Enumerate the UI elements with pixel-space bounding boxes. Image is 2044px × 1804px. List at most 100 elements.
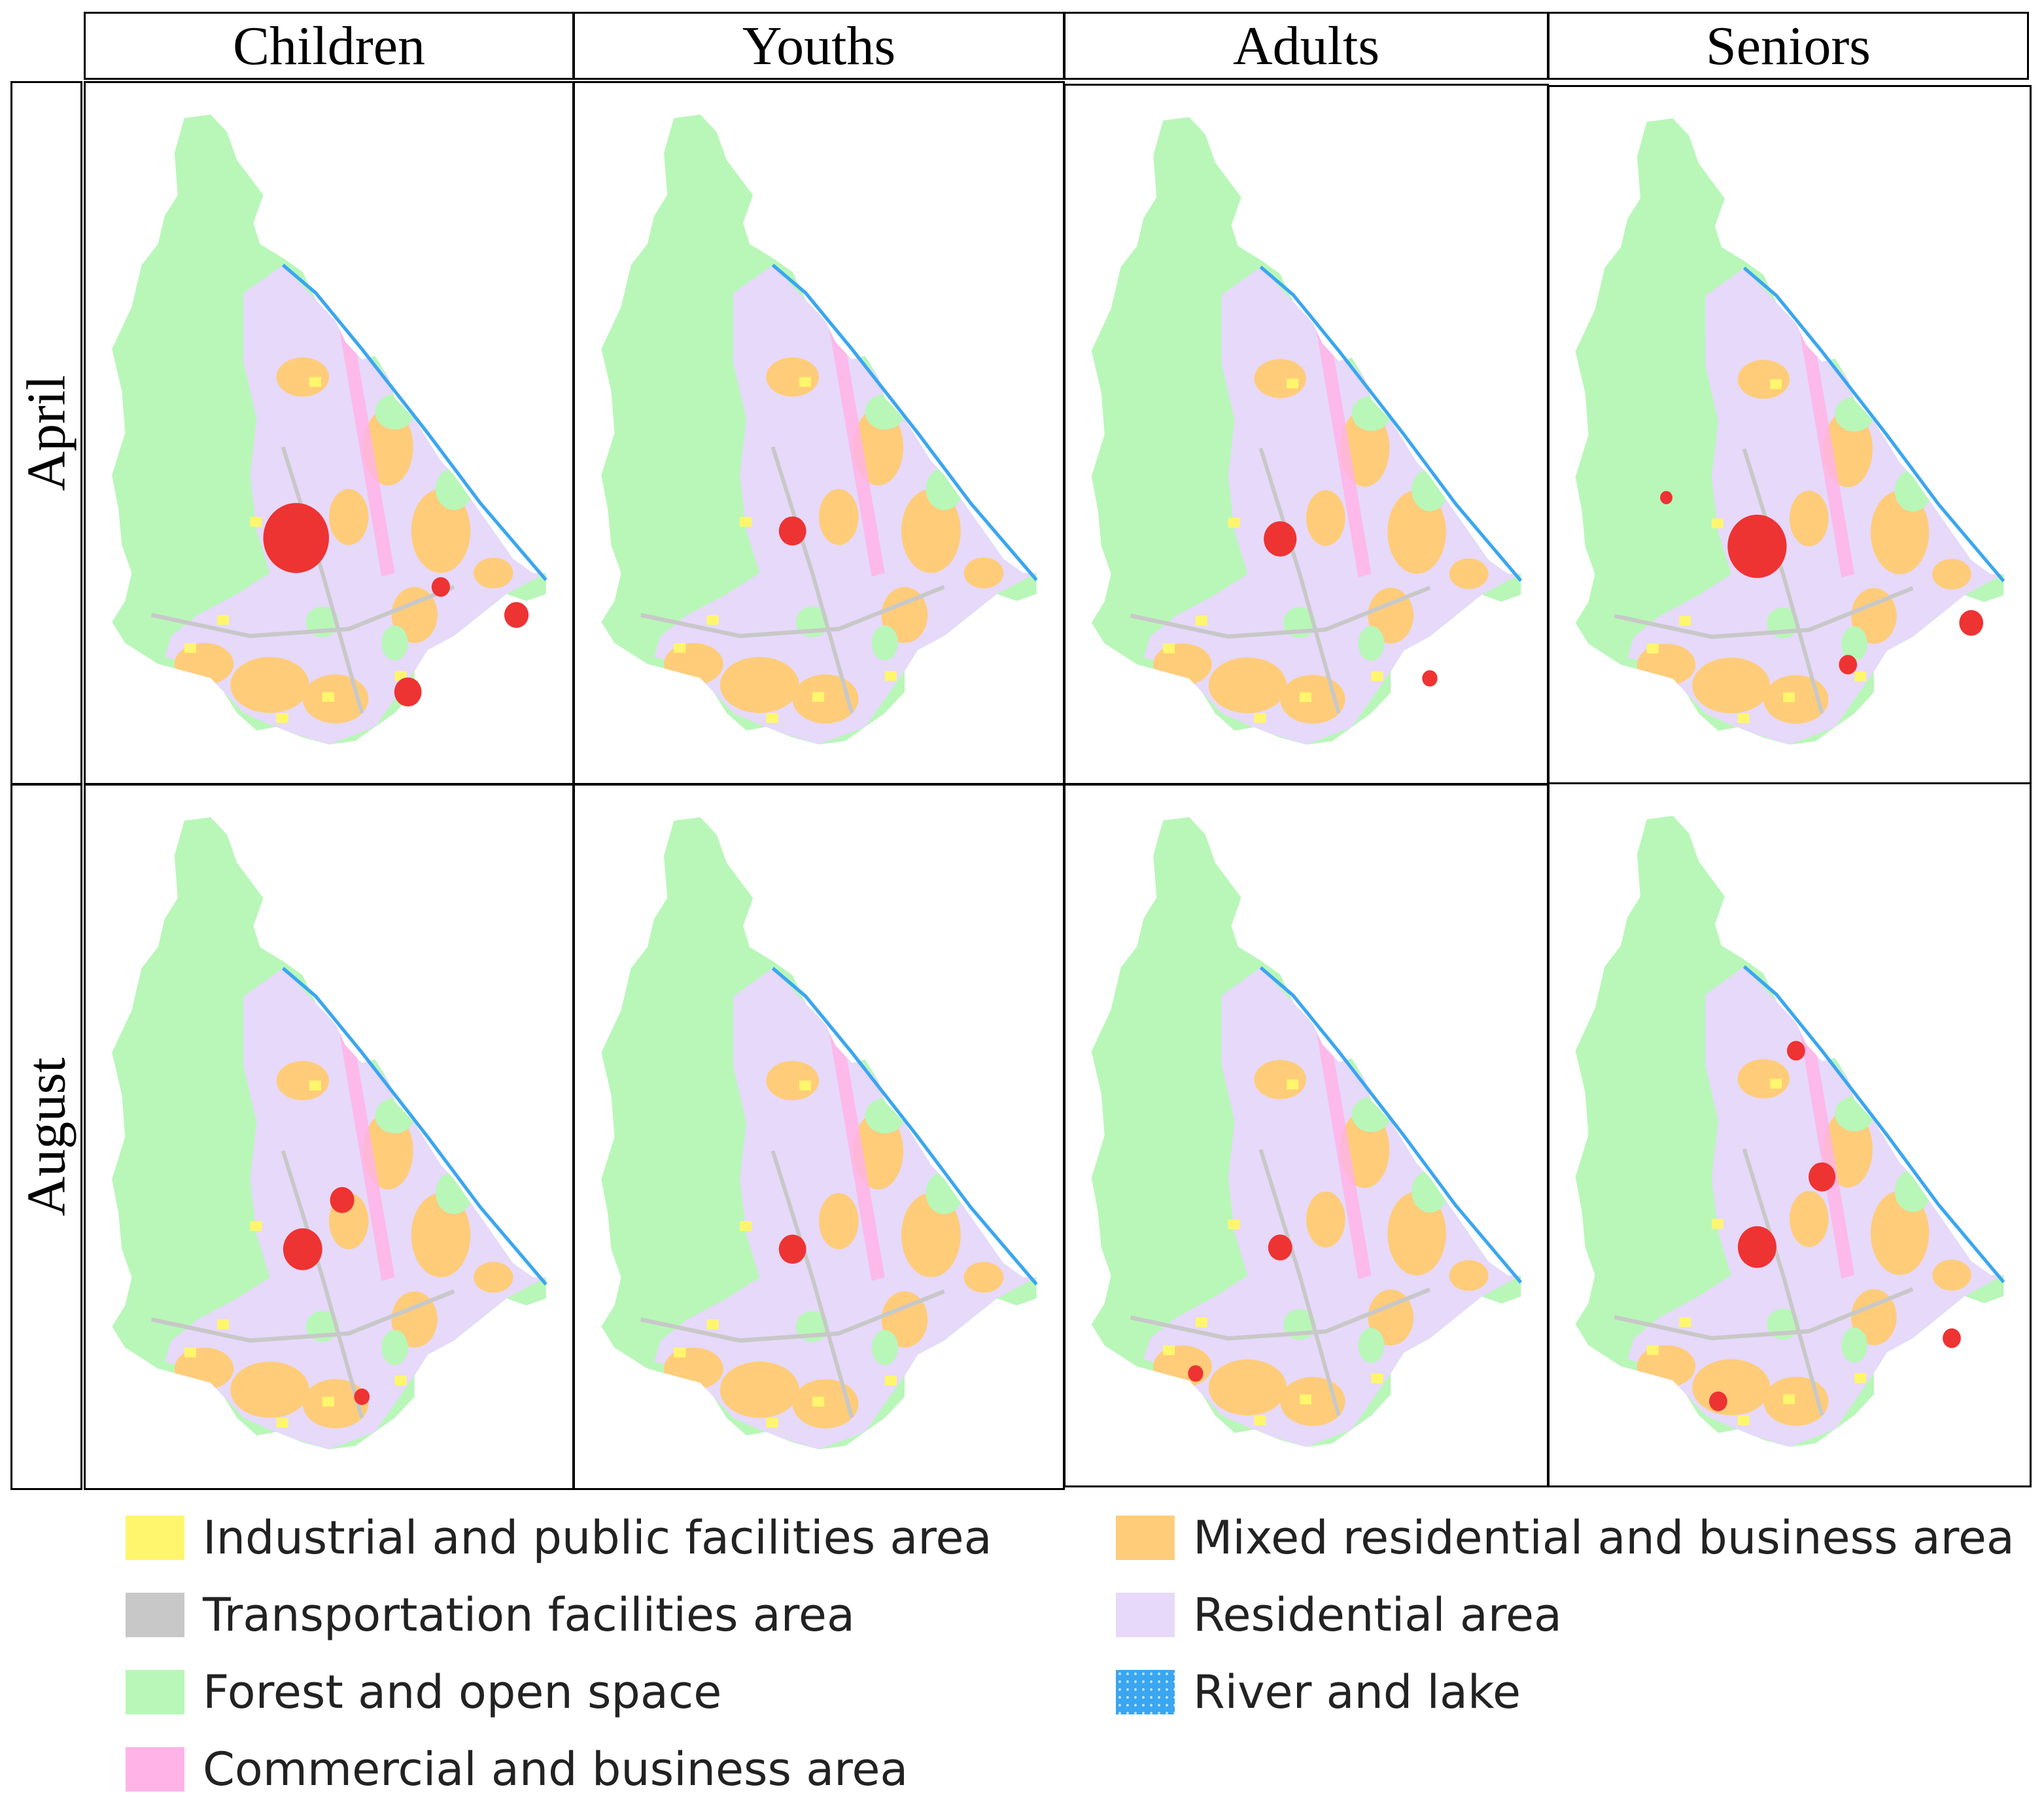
land-use-map <box>1091 817 1523 1448</box>
forest-island <box>381 625 408 661</box>
legend: Industrial and public facilities area Tr… <box>0 1491 2044 1796</box>
mixed-patch <box>1851 588 1897 644</box>
industrial-patch <box>1783 1394 1795 1404</box>
industrial-patch <box>1195 1317 1207 1328</box>
forest-island <box>1841 626 1868 661</box>
mixed-patch <box>1932 1259 1971 1291</box>
row-label-august: August <box>16 1057 77 1217</box>
mixed-patch <box>1387 490 1446 574</box>
commercial-strip <box>1312 309 1372 578</box>
commercial-strip <box>825 307 885 577</box>
forest-island <box>1412 1170 1448 1213</box>
column-header-children: Children <box>84 12 574 80</box>
mixed-patch <box>1368 1289 1414 1345</box>
river-line <box>1743 266 2005 583</box>
industrial-patch <box>322 1396 335 1407</box>
industrial-patch <box>1254 1415 1266 1425</box>
row-label-april: April <box>16 375 77 491</box>
river-line <box>771 264 1038 581</box>
forest-island <box>926 1171 963 1215</box>
industrial-patch <box>766 1417 778 1428</box>
mixed-patch <box>230 1361 309 1418</box>
hotspot-cluster <box>431 577 450 597</box>
hotspot-cluster <box>1422 670 1438 687</box>
road-network <box>150 1150 455 1419</box>
map-cell-april-youths <box>573 81 1065 785</box>
legend-swatch-industrial <box>126 1516 184 1560</box>
map-cell-august-adults <box>1064 784 1549 1487</box>
column-header-youths: Youths <box>573 12 1065 80</box>
road-network <box>640 446 945 714</box>
mixed-patch <box>664 1347 723 1390</box>
industrial-patch <box>1371 671 1383 682</box>
mixed-patch <box>963 557 1004 589</box>
legend-label-residential: Residential area <box>1193 1588 1562 1642</box>
forest-island <box>1835 1096 1874 1132</box>
industrial-patch <box>918 1410 930 1421</box>
mixed-patch <box>1387 1191 1446 1275</box>
legend-item-industrial: Industrial and public facilities area <box>126 1511 992 1565</box>
map-cell-april-children <box>84 81 574 785</box>
river-line <box>282 264 547 581</box>
road-network <box>1614 448 1914 714</box>
map-cell-august-youths <box>573 784 1065 1490</box>
industrial-patch <box>1371 1373 1383 1383</box>
mixed-patch <box>411 489 471 573</box>
industrial-patch <box>184 1347 196 1358</box>
industrial-patch <box>1228 1219 1240 1230</box>
hotspot-cluster <box>1188 1365 1204 1382</box>
mixed-patch <box>819 1192 859 1249</box>
map-cell-april-seniors <box>1548 85 2032 785</box>
industrial-patch <box>1828 1036 1841 1047</box>
commercial-strip <box>825 1010 885 1281</box>
land-use-map <box>1575 816 2005 1448</box>
mixed-patch <box>719 657 799 713</box>
hotspot-cluster <box>1787 1041 1805 1061</box>
map-cell-august-seniors <box>1548 782 2032 1487</box>
mixed-patch <box>302 1379 369 1429</box>
legend-swatch-river <box>1116 1670 1175 1714</box>
industrial-patch <box>276 1417 288 1428</box>
column-header-seniors: Seniors <box>1548 12 2029 80</box>
commercial-strip <box>1795 309 1855 578</box>
mixed-patch <box>1449 558 1489 589</box>
mixed-patch <box>1870 491 1930 574</box>
commercial-strip <box>1795 1009 1855 1279</box>
mixed-patch <box>1368 587 1414 644</box>
mixed-patch <box>1306 490 1345 546</box>
industrial-patch <box>1679 1317 1691 1327</box>
industrial-patch <box>1854 1373 1867 1383</box>
hotspot-cluster <box>778 516 806 546</box>
forest-island <box>865 1098 905 1134</box>
industrial-patch <box>1711 1219 1724 1229</box>
mixed-patch <box>1637 644 1696 686</box>
mixed-patch <box>1280 1377 1345 1427</box>
mixed-patch <box>819 489 859 546</box>
mixed-patch <box>174 1347 234 1390</box>
industrial-patch <box>1783 692 1795 703</box>
mixed-patch <box>1692 657 1771 714</box>
industrial-patch <box>799 377 811 387</box>
industrial-patch <box>1679 616 1691 626</box>
legend-swatch-forest <box>126 1670 184 1714</box>
mixed-patch <box>1254 358 1306 398</box>
hotspot-cluster <box>1809 1162 1836 1192</box>
hotspot-cluster <box>778 1234 806 1264</box>
mixed-patch <box>1208 1359 1287 1415</box>
legend-swatch-transportation <box>126 1593 184 1637</box>
industrial-patch <box>918 706 930 716</box>
forest-island <box>865 394 905 430</box>
commercial-strip <box>336 307 395 577</box>
mixed-patch <box>391 587 438 643</box>
legend-label-river: River and lake <box>1193 1665 1521 1719</box>
map-cell-april-adults <box>1064 84 1549 785</box>
legend-item-residential: Residential area <box>1116 1588 1562 1642</box>
river-line <box>771 967 1038 1286</box>
industrial-patch <box>858 1038 871 1049</box>
mixed-patch <box>174 643 234 685</box>
forest-island <box>1351 1097 1391 1132</box>
road-network <box>1614 1148 1914 1416</box>
industrial-patch <box>276 713 288 723</box>
mixed-patch <box>719 1361 799 1418</box>
hotspot-cluster <box>1727 514 1787 578</box>
